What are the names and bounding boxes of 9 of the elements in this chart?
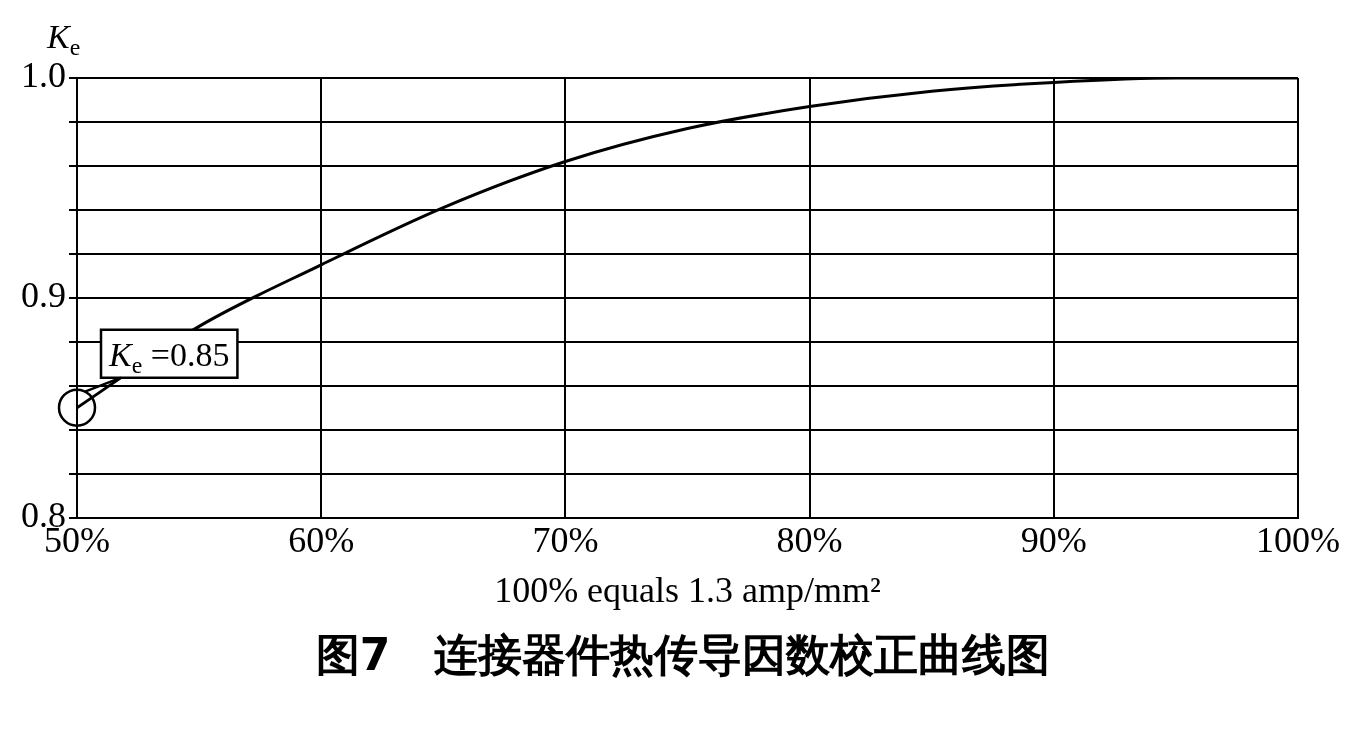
x-tick-label: 100%	[1256, 519, 1340, 560]
x-tick-label: 60%	[288, 519, 355, 560]
x-tick-label: 90%	[1020, 519, 1087, 560]
x-axis-title: 100% equals 1.3 amp/mm²	[494, 569, 881, 610]
y-tick-label: 0.9	[21, 275, 66, 316]
x-tick-label: 70%	[532, 519, 599, 560]
x-tick-label: 80%	[776, 519, 843, 560]
y-tick-label: 1.0	[21, 55, 66, 96]
text: 图7 连接器件热传导因数校正曲线图	[314, 628, 1052, 682]
